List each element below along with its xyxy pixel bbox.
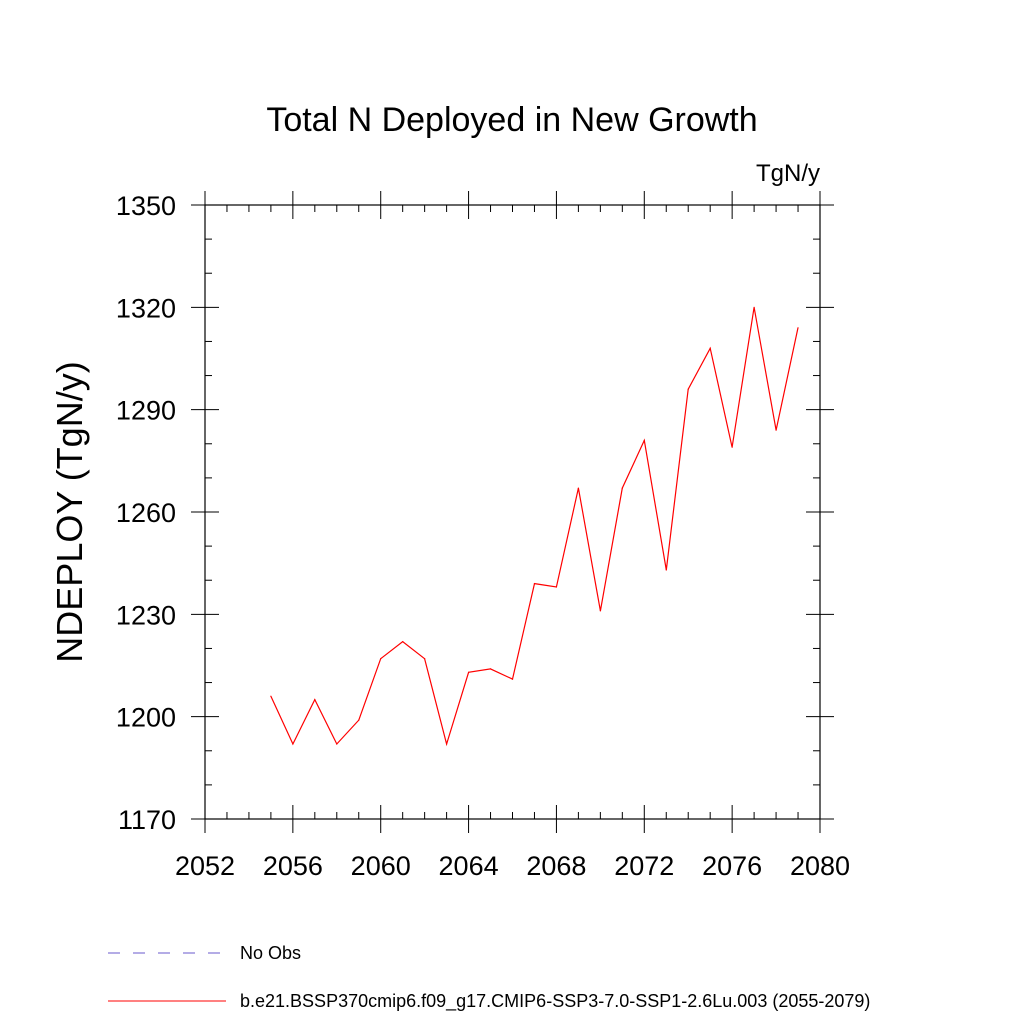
legend-label-no-obs: No Obs	[240, 943, 301, 963]
x-tick-label: 2052	[175, 851, 235, 881]
data-point	[336, 743, 338, 745]
data-point	[358, 719, 360, 721]
y-tick-label: 1320	[116, 293, 176, 323]
data-point	[446, 743, 448, 745]
y-tick-labels: 1170 1200 1230 1260 1290 1320 1350	[116, 191, 176, 835]
series-line	[270, 307, 799, 747]
data-point	[314, 699, 316, 701]
x-tick-label: 2068	[526, 851, 586, 881]
data-point	[797, 327, 799, 329]
legend-label-model: b.e21.BSSP370cmip6.f09_g17.CMIP6-SSP3-7.…	[240, 991, 870, 1012]
data-point	[687, 388, 689, 390]
data-point	[599, 610, 601, 612]
x-tick-label: 2060	[351, 851, 411, 881]
data-point	[270, 695, 272, 697]
data-point	[643, 439, 645, 441]
x-tick-label: 2064	[439, 851, 499, 881]
units-label: TgN/y	[756, 160, 820, 187]
data-point	[621, 487, 623, 489]
y-tick-label: 1200	[116, 703, 176, 733]
x-tick-label: 2056	[263, 851, 323, 881]
series-layer	[270, 306, 799, 747]
data-point	[511, 678, 514, 680]
data-point	[424, 658, 426, 660]
data-point	[665, 569, 667, 571]
y-tick-label: 1230	[116, 600, 176, 630]
data-point	[753, 306, 755, 308]
x-tick-label: 2076	[702, 851, 762, 881]
data-point	[292, 743, 294, 745]
data-point	[533, 583, 536, 585]
x-tick-labels: 2052 2056 2060 2064 2068 2072 2076 2080	[175, 851, 850, 881]
y-tick-label: 1290	[116, 396, 176, 426]
y-tick-label: 1170	[118, 805, 176, 835]
data-point	[489, 668, 492, 670]
y-axis-label: NDEPLOY (TgN/y)	[49, 361, 90, 662]
y-tick-label: 1260	[116, 498, 176, 528]
data-point	[402, 641, 404, 643]
plot-frame	[204, 204, 821, 820]
data-point	[380, 658, 382, 660]
axis-ticks	[191, 191, 834, 833]
x-tick-label: 2072	[614, 851, 674, 881]
data-point	[577, 487, 579, 489]
data-point	[709, 347, 711, 349]
chart-title: Total N Deployed in New Growth	[266, 101, 757, 139]
data-point	[467, 671, 470, 673]
data-point	[555, 586, 558, 588]
data-point	[731, 446, 733, 448]
y-tick-label: 1350	[116, 191, 176, 221]
x-tick-label: 2080	[790, 851, 850, 881]
legend: No Obs b.e21.BSSP370cmip6.f09_g17.CMIP6-…	[108, 943, 870, 1012]
data-point	[775, 429, 777, 431]
